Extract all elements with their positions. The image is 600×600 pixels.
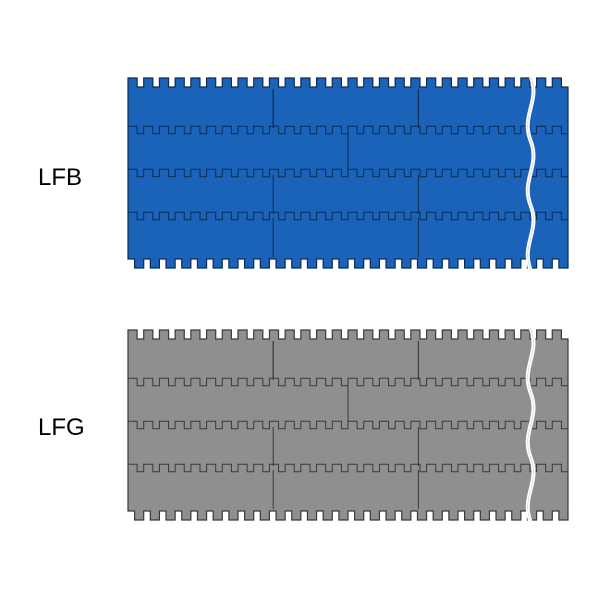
label-lfb: LFB [38, 164, 82, 192]
belt-lfb [126, 76, 570, 270]
label-lfg: LFG [38, 414, 85, 442]
belt-lfg [126, 328, 570, 522]
diagram-stage: LFB LFG [0, 0, 600, 600]
